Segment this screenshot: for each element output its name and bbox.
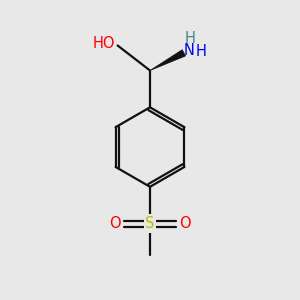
Text: O: O <box>179 216 191 231</box>
Text: HO: HO <box>93 37 115 52</box>
Text: S: S <box>145 216 155 231</box>
Polygon shape <box>150 50 185 70</box>
Text: H: H <box>196 44 206 59</box>
Text: N: N <box>184 43 195 58</box>
Text: O: O <box>109 216 121 231</box>
Text: H: H <box>185 31 196 46</box>
